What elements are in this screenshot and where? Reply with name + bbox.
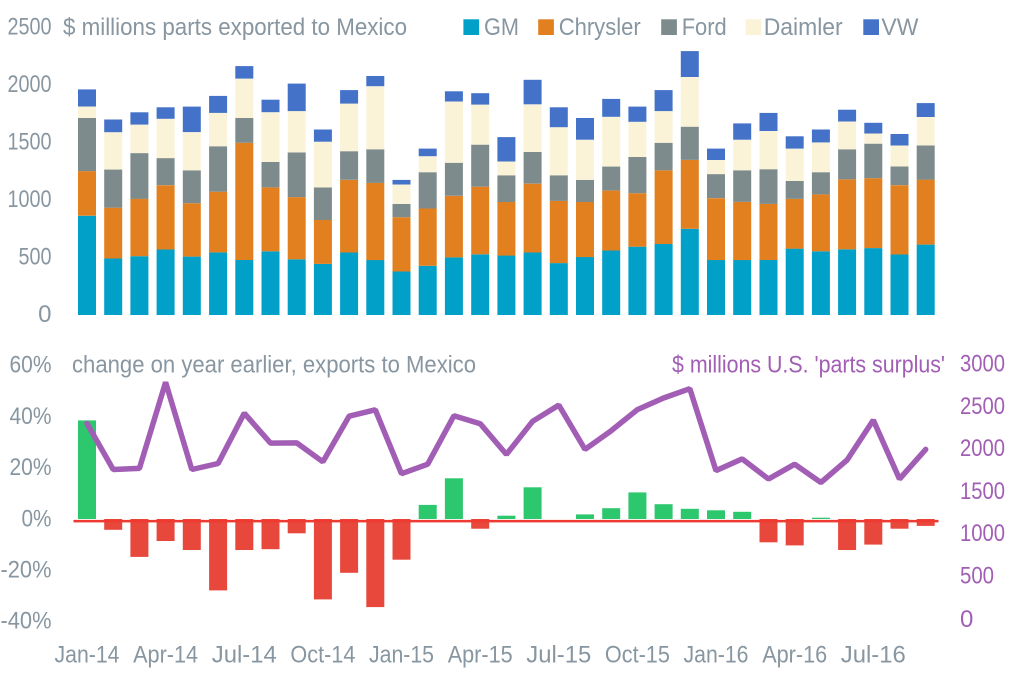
svg-text:Daimler: Daimler [764, 14, 843, 41]
svg-text:Apr-16: Apr-16 [762, 642, 827, 669]
svg-text:Apr-15: Apr-15 [448, 642, 513, 669]
svg-text:Chrysler: Chrysler [559, 14, 641, 41]
svg-text:1000: 1000 [960, 520, 1005, 547]
svg-text:Jan-14: Jan-14 [55, 642, 120, 669]
svg-text:2000: 2000 [8, 71, 52, 98]
svg-text:$ millions parts exported to M: $ millions parts exported to Mexico [63, 14, 407, 41]
svg-text:0%: 0% [22, 505, 52, 532]
svg-text:Oct-14: Oct-14 [290, 642, 355, 669]
svg-text:Jul-14: Jul-14 [212, 642, 277, 669]
svg-text:60%: 60% [10, 352, 52, 379]
svg-text:Oct-15: Oct-15 [605, 642, 670, 669]
svg-text:Jan-15: Jan-15 [369, 642, 434, 669]
svg-text:$ millions U.S. 'parts surplus: $ millions U.S. 'parts surplus' [672, 352, 945, 379]
svg-text:40%: 40% [10, 403, 52, 430]
svg-text:3000: 3000 [960, 351, 1005, 378]
svg-text:0: 0 [38, 301, 51, 328]
svg-text:Apr-14: Apr-14 [133, 642, 198, 669]
svg-text:Ford: Ford [682, 14, 727, 41]
svg-text:500: 500 [19, 244, 52, 271]
svg-text:-40%: -40% [1, 608, 52, 635]
svg-text:-20%: -20% [1, 557, 52, 584]
svg-text:Jul-15: Jul-15 [526, 642, 591, 669]
svg-text:GM: GM [484, 14, 519, 41]
svg-text:2500: 2500 [960, 393, 1005, 420]
svg-text:500: 500 [960, 563, 994, 590]
svg-text:1500: 1500 [960, 478, 1005, 505]
svg-text:2500: 2500 [8, 14, 52, 41]
svg-text:2000: 2000 [960, 435, 1005, 462]
svg-text:20%: 20% [10, 454, 52, 481]
svg-text:0: 0 [960, 606, 973, 633]
svg-text:Jan-16: Jan-16 [684, 642, 749, 669]
svg-text:Jul-16: Jul-16 [841, 642, 906, 669]
svg-text:VW: VW [881, 14, 918, 41]
svg-text:change on year earlier, export: change on year earlier, exports to Mexic… [72, 352, 476, 379]
svg-text:1500: 1500 [8, 129, 52, 156]
svg-text:1000: 1000 [8, 186, 52, 213]
